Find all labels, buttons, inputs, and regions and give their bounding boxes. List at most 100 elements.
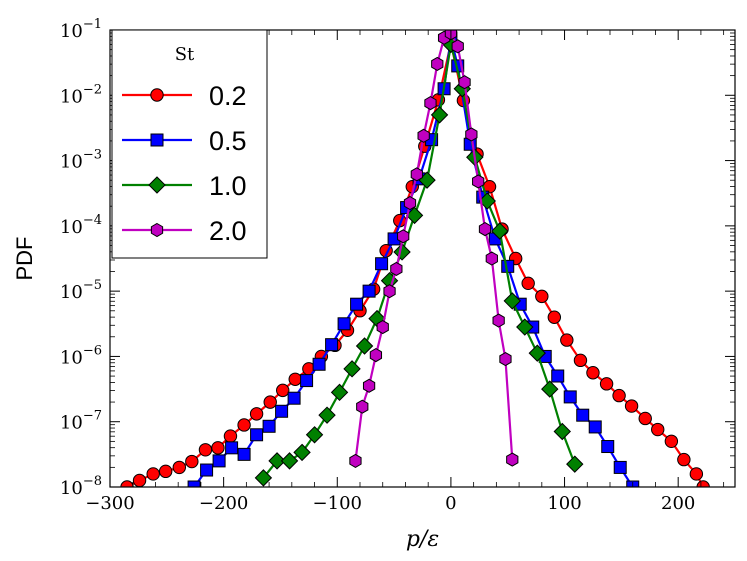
data-point bbox=[200, 463, 214, 477]
data-point bbox=[212, 454, 226, 468]
series-line bbox=[262, 44, 576, 479]
legend-marker bbox=[148, 176, 166, 194]
data-point bbox=[491, 222, 509, 240]
data-point bbox=[638, 411, 652, 426]
x-tick-label: 0 bbox=[445, 493, 456, 514]
ticks-layer: −300 −200 −100 0 100 200 10−8 10−7 10−6 10−5 10−4 1… bbox=[60, 17, 735, 514]
data-point bbox=[612, 388, 626, 403]
data-point bbox=[211, 441, 225, 455]
data-point bbox=[318, 406, 336, 424]
data-point bbox=[337, 317, 351, 331]
legend-entry-1.0: 1.0 bbox=[122, 171, 247, 201]
data-point bbox=[355, 337, 374, 355]
data-point bbox=[465, 127, 478, 142]
data-point bbox=[312, 357, 326, 371]
data-point bbox=[287, 391, 301, 405]
data-point bbox=[492, 313, 505, 328]
data-point bbox=[499, 351, 512, 367]
data-point bbox=[563, 390, 577, 404]
data-point bbox=[325, 338, 339, 352]
data-point bbox=[528, 344, 546, 362]
data-point bbox=[535, 289, 549, 304]
data-point bbox=[566, 455, 584, 473]
data-point bbox=[158, 464, 173, 479]
legend-marker bbox=[150, 222, 164, 238]
data-point bbox=[516, 318, 534, 336]
x-tick-label: 100 bbox=[547, 493, 581, 514]
data-point bbox=[132, 473, 147, 487]
data-point bbox=[485, 251, 498, 266]
x-tick-label: −100 bbox=[313, 493, 362, 514]
data-point bbox=[397, 229, 410, 244]
data-point bbox=[225, 441, 239, 455]
data-point bbox=[350, 297, 364, 311]
y-axis-label: PDF bbox=[12, 237, 37, 281]
data-point bbox=[573, 353, 588, 368]
data-point bbox=[677, 452, 691, 467]
legend-entry-0.5: 0.5 bbox=[122, 126, 247, 156]
data-point bbox=[343, 360, 361, 378]
data-point bbox=[451, 39, 464, 54]
legend-title: St bbox=[175, 44, 195, 65]
data-point bbox=[237, 447, 251, 461]
data-point bbox=[249, 407, 264, 421]
data-point bbox=[547, 310, 562, 324]
data-point bbox=[263, 395, 277, 409]
y-tick-label: 10−5 bbox=[60, 278, 102, 303]
data-point bbox=[601, 440, 615, 454]
y-tick-label: 10−8 bbox=[60, 474, 102, 499]
x-tick-label: −200 bbox=[199, 493, 248, 514]
data-point bbox=[576, 408, 590, 422]
data-point bbox=[237, 418, 251, 432]
data-point bbox=[275, 404, 289, 418]
legend-label: 2.0 bbox=[209, 216, 247, 246]
data-point bbox=[288, 372, 302, 386]
legend-box bbox=[111, 29, 268, 259]
y-tick-label: 10−4 bbox=[60, 213, 102, 238]
data-point bbox=[362, 378, 376, 393]
data-point bbox=[293, 443, 311, 462]
data-point bbox=[369, 348, 383, 363]
plot-frame bbox=[109, 29, 736, 488]
data-point bbox=[478, 222, 492, 237]
data-point bbox=[376, 319, 389, 335]
series-2.0 bbox=[349, 30, 519, 468]
series-1.0 bbox=[254, 35, 584, 487]
y-tick-label: 10−6 bbox=[60, 343, 102, 368]
data-point bbox=[223, 429, 238, 443]
data-point bbox=[553, 422, 571, 441]
legend-entry-0.2: 0.2 bbox=[122, 81, 247, 111]
data-point bbox=[689, 467, 704, 481]
data-point bbox=[390, 261, 403, 277]
data-point bbox=[506, 452, 519, 467]
legend-label: 0.5 bbox=[209, 126, 247, 156]
data-point bbox=[599, 377, 614, 391]
data-point bbox=[417, 128, 430, 143]
y-tick-label: 10−1 bbox=[60, 17, 102, 42]
data-point bbox=[198, 443, 213, 457]
data-point bbox=[254, 469, 273, 487]
data-point bbox=[551, 369, 565, 383]
data-point bbox=[356, 399, 369, 414]
data-point bbox=[586, 366, 600, 380]
legend-entry-2.0: 2.0 bbox=[122, 216, 247, 246]
legend-marker bbox=[150, 88, 164, 102]
x-tick-label: 200 bbox=[661, 493, 695, 514]
data-point bbox=[172, 460, 187, 475]
data-point bbox=[280, 452, 299, 470]
data-point bbox=[664, 434, 679, 448]
data-point bbox=[541, 380, 559, 398]
legend-label: 0.2 bbox=[209, 81, 247, 111]
data-point bbox=[588, 420, 602, 434]
data-point bbox=[276, 383, 290, 398]
data-point bbox=[187, 480, 201, 487]
data-point bbox=[424, 96, 437, 111]
legend: St 0.2 0.5 1.0 2.0 bbox=[111, 29, 268, 259]
data-point bbox=[185, 454, 199, 469]
data-point bbox=[262, 419, 276, 433]
legend-label: 1.0 bbox=[209, 171, 247, 201]
legend-marker bbox=[150, 133, 164, 147]
data-point bbox=[430, 106, 449, 124]
data-point bbox=[503, 292, 521, 310]
